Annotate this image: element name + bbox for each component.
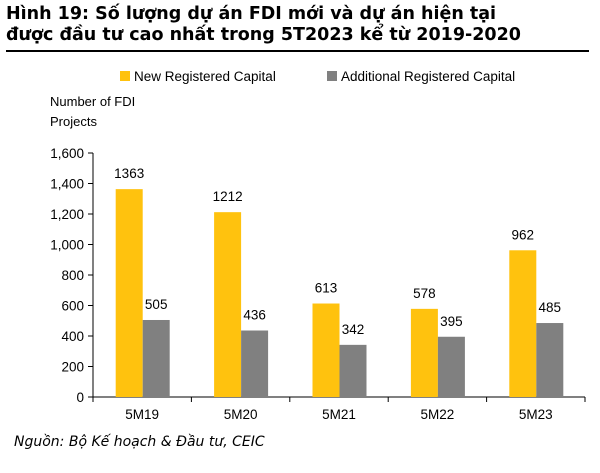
y-tick-label: 600 [61, 299, 84, 314]
bar-additional-5m20 [241, 330, 269, 397]
data-label: 395 [440, 314, 463, 329]
y-tick-label: 400 [61, 329, 84, 344]
bar-additional-5m23 [536, 323, 564, 397]
bar-additional-5m21 [339, 344, 367, 397]
x-tick-label: 5M21 [322, 407, 356, 422]
data-labels: 1363 1212 613 578 962 505 436 342 395 485 [114, 166, 561, 337]
legend-label: New Registered Capital [134, 69, 276, 84]
legend-label: Additional Registered Capital [341, 69, 515, 84]
bar-new-5m20 [214, 212, 242, 397]
x-tick-label: 5M20 [224, 407, 258, 422]
legend-swatch [120, 71, 130, 81]
x-tick-label: 5M23 [519, 407, 553, 422]
data-label: 1363 [114, 166, 144, 181]
y-tick-label: 1,000 [50, 238, 84, 253]
y-tick-label: 1,400 [50, 177, 84, 192]
figure-title-line2: được đầu tư cao nhất trong 5T2023 kể từ … [6, 25, 521, 45]
y-axis-label-line2: Projects [50, 114, 97, 129]
x-tick-label: 5M22 [421, 407, 455, 422]
data-label: 962 [512, 227, 535, 242]
y-tick-label: 1,200 [50, 207, 84, 222]
data-label: 485 [539, 300, 562, 315]
bar-new-5m19 [115, 189, 143, 397]
bar-new-5m21 [312, 303, 340, 397]
data-label: 505 [145, 297, 168, 312]
data-label: 1212 [213, 189, 243, 204]
data-label: 436 [243, 308, 266, 323]
legend-swatch [327, 71, 337, 81]
y-tick-label: 800 [61, 268, 84, 283]
bar-new-5m22 [410, 308, 438, 397]
chart-legend: New Registered Capital Additional Registe… [120, 69, 515, 84]
bar-additional-5m19 [142, 319, 170, 397]
y-tick-label: 1,600 [50, 146, 84, 161]
source-note: Nguồn: Bộ Kế hoạch & Đầu tư, CEIC [14, 434, 265, 450]
x-tick-label: 5M19 [125, 407, 159, 422]
x-axis: 5M19 5M20 5M21 5M22 5M23 [92, 396, 586, 422]
figure-title-line1: Hình 19: Số lượng dự án FDI mới và dự án… [6, 4, 497, 24]
y-axis: 0 200 400 600 800 1,000 1,200 1,400 1,600 [50, 146, 94, 405]
y-tick-label: 0 [76, 390, 84, 405]
data-label: 578 [413, 286, 436, 301]
data-label: 613 [315, 281, 338, 296]
bar-additional-5m22 [437, 336, 465, 397]
bars [115, 189, 564, 397]
y-tick-label: 200 [61, 360, 84, 375]
figure-title: Hình 19: Số lượng dự án FDI mới và dự án… [6, 4, 596, 46]
bar-new-5m23 [509, 250, 537, 397]
data-label: 342 [342, 322, 365, 337]
title-underline [6, 50, 589, 52]
y-axis-label-line1: Number of FDI [50, 94, 135, 109]
